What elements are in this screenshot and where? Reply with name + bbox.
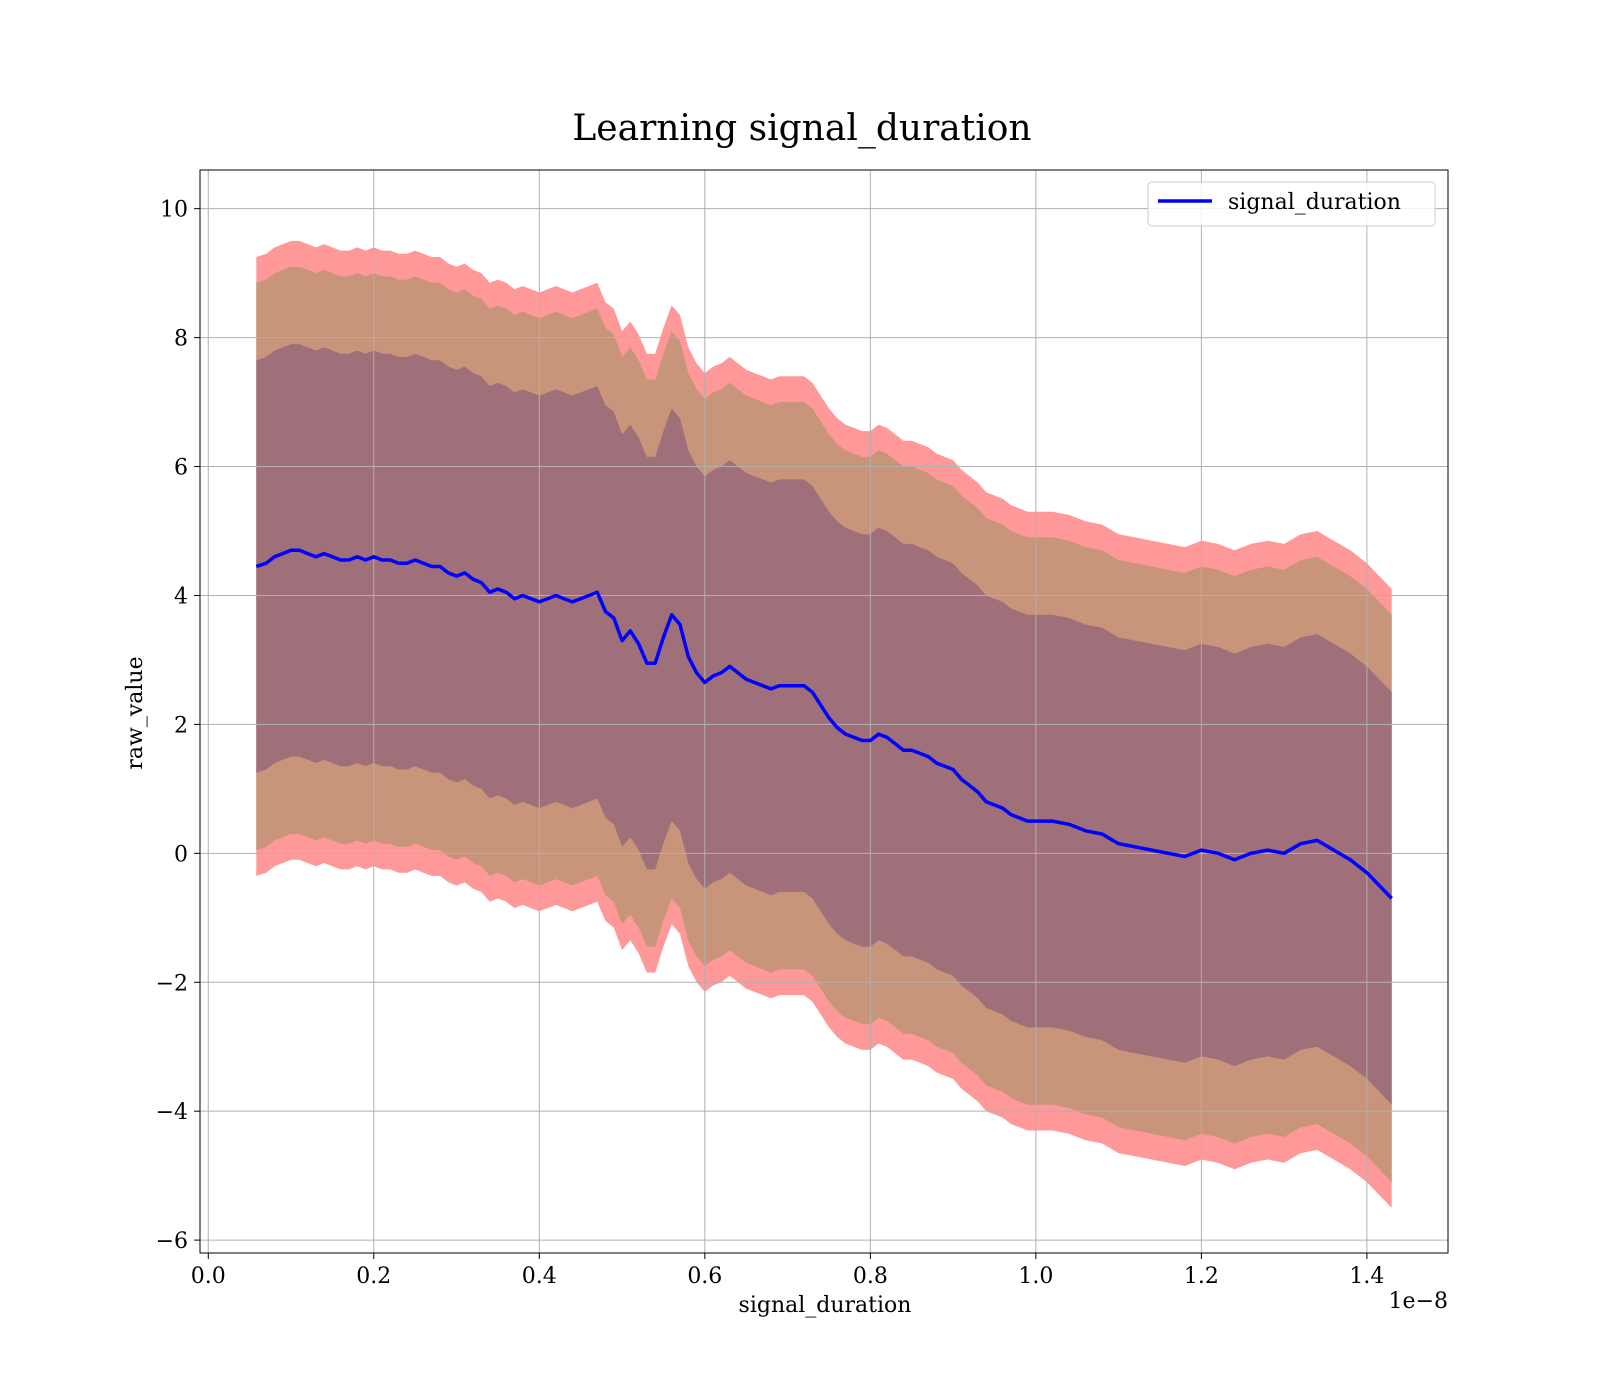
y-tick-label: 2 — [174, 713, 188, 738]
y-axis-ticks: −6 −4 −2 0 2 4 6 8 10 — [156, 198, 200, 1254]
grid — [200, 170, 1448, 1253]
x-tick-label: 0.4 — [522, 1264, 557, 1289]
plot-frame — [199, 169, 1449, 1254]
chart-title: Learning signal_duration — [572, 108, 1031, 149]
y-tick-label: −2 — [156, 971, 188, 996]
x-tick-label: 1.2 — [1184, 1264, 1219, 1289]
y-axis-label: raw_value — [123, 656, 148, 769]
x-tick-label: 0.6 — [687, 1264, 722, 1289]
y-tick-label: 6 — [174, 456, 188, 481]
y-tick-label: −4 — [156, 1100, 188, 1125]
x-axis-label: signal_duration — [739, 1293, 912, 1318]
x-tick-label: 0.2 — [356, 1264, 391, 1289]
legend-label: signal_duration — [1228, 190, 1401, 215]
x-axis-ticks: 0.0 0.2 0.4 0.6 0.8 1.0 1.2 1.4 — [191, 1253, 1384, 1289]
legend-box — [1147, 181, 1436, 227]
x-tick-label: 0.0 — [191, 1264, 226, 1289]
series-line-group — [255, 548, 1393, 900]
legend: signal_duration — [1147, 181, 1436, 227]
series-line-signal-duration — [255, 548, 1393, 900]
y-tick-label: 10 — [160, 198, 188, 223]
y-tick-label: 0 — [174, 842, 188, 867]
y-tick-label: 4 — [174, 584, 188, 609]
x-tick-label: 0.8 — [853, 1264, 888, 1289]
y-tick-label: −6 — [156, 1229, 188, 1254]
x-axis-offset-text: 1e−8 — [1389, 1289, 1448, 1314]
x-tick-label: 1.4 — [1349, 1264, 1384, 1289]
x-tick-label: 1.0 — [1018, 1264, 1053, 1289]
y-tick-label: 8 — [174, 327, 188, 352]
